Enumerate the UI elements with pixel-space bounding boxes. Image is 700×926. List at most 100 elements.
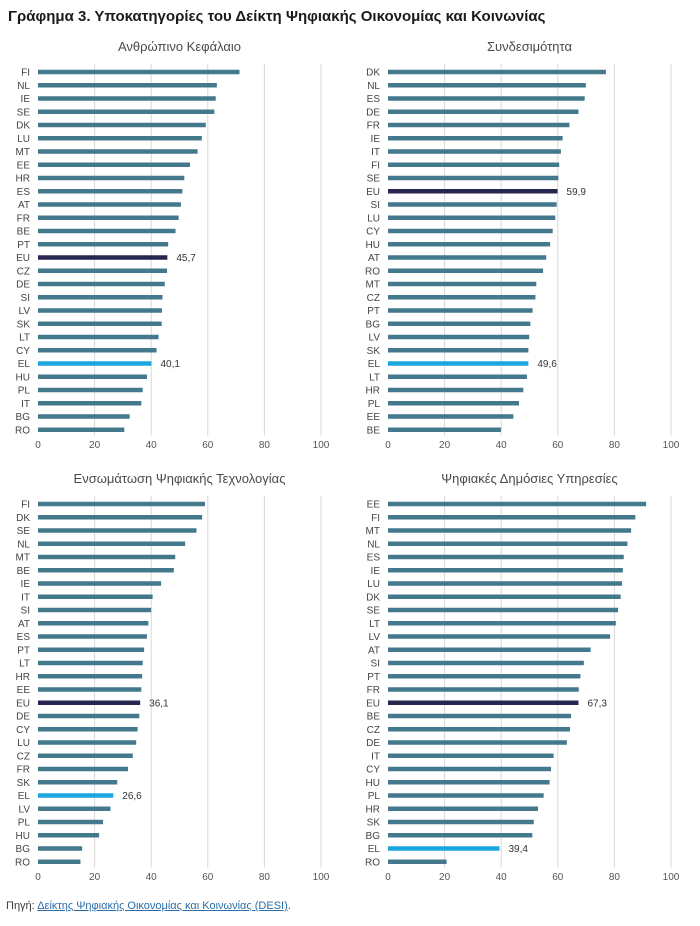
bar-be [38,568,174,573]
category-label: HU [16,831,30,842]
category-label: LT [19,333,30,344]
bar-nl [388,83,586,88]
category-label: HU [366,240,380,251]
bar-hr [38,175,185,181]
bar-dk [388,69,606,75]
x-tick-label: 20 [439,872,451,883]
x-tick-label: 0 [385,872,391,883]
bar-mt [38,554,176,560]
category-label: RO [15,425,30,436]
x-tick-label: 40 [146,440,158,451]
x-tick-label: 20 [89,872,101,883]
category-label: EL [18,359,31,370]
bar-fr [38,215,179,220]
source-suffix: . [287,900,291,912]
category-label: IT [371,147,380,158]
bar-mt [388,528,632,533]
category-label: RO [15,857,30,868]
bar-pl [388,401,520,406]
bar-de [38,713,140,719]
x-tick-label: 80 [259,440,271,451]
category-label: EU [16,698,30,709]
category-label: AT [18,619,30,630]
category-label: IE [371,134,381,145]
category-label: BG [16,844,31,855]
bar-lu [38,136,202,141]
category-label: AT [368,253,380,264]
category-label: HR [16,174,30,185]
bar-ee [388,414,514,419]
category-label: CY [366,765,380,776]
category-label: EL [18,791,31,802]
category-label: IE [371,566,381,577]
category-label: SE [17,526,31,537]
x-tick-label: 60 [552,440,564,451]
bar-lv [38,806,111,811]
bar-ee [38,162,190,167]
category-label: LU [367,213,380,224]
bar-be [38,228,176,234]
bar-si [38,295,163,300]
chart-digital-technology-integration: Ενσωμάτωση Ψηφιακής Τεχνολογίας 0 20 40 60 80… [15,471,330,883]
category-label: BE [367,425,381,436]
category-label: FI [371,513,380,524]
category-label: RO [365,266,380,277]
x-tick-label: 60 [202,440,214,451]
bar-cz [38,753,133,758]
category-label: ES [17,187,31,198]
category-label: SE [17,107,31,118]
category-label: SE [367,606,381,617]
category-label: EE [367,412,381,423]
category-label: PL [368,791,381,802]
x-tick-label: 100 [663,872,680,883]
x-tick-label: 40 [496,872,508,883]
bar-pt [38,242,169,247]
source-link[interactable]: Δείκτης Ψηφιακής Οικονομίας και Κοινωνία… [37,900,288,912]
bar-eu [388,700,579,705]
category-label: HU [366,778,380,789]
category-label: AT [18,200,30,211]
bar-mt [388,281,537,287]
source-note: Πηγή: Δείκτης Ψηφιακής Οικονομίας και Κο… [6,900,291,912]
bar-es [388,554,624,560]
category-label: SK [17,319,31,330]
bar-cy [38,727,138,732]
bar-eu [388,189,558,194]
bar-bg [38,414,130,419]
bar-sk [388,819,534,825]
panel-title: Ψηφιακές Δημόσιες Υπηρεσίες [441,471,617,486]
bar-si [38,607,152,613]
category-label: BE [17,227,31,238]
bar-hr [38,674,143,679]
bar-el [388,846,500,851]
category-label: EU [366,187,380,198]
bar-ie [388,568,623,573]
category-label: EE [17,160,31,171]
bar-nl [38,541,186,546]
category-label: DK [366,68,380,79]
panel-title: Ανθρώπινο Κεφάλαιο [118,39,241,54]
bar-hr [388,387,524,393]
bar-ie [38,96,216,101]
bar-lv [388,334,530,340]
chart-human-capital: Ανθρώπινο Κεφάλαιο 0 20 40 60 80 100 FI NL IE SE DK… [15,39,330,451]
category-label: BE [17,566,31,577]
category-label: CY [16,346,30,357]
x-tick-label: 100 [313,440,330,451]
category-label: IE [21,94,31,105]
category-label: CZ [367,725,380,736]
category-label: PL [368,399,381,410]
category-label: LU [17,738,30,749]
bar-pl [388,793,544,798]
category-label: SI [371,659,380,670]
bar-lt [38,334,159,340]
bar-nl [38,83,217,88]
category-label: PT [17,240,30,251]
bar-bg [388,321,531,326]
x-tick-label: 20 [89,440,101,451]
bar-fr [388,687,579,692]
value-label-el: 26,6 [122,791,142,802]
category-label: SI [21,293,30,304]
value-label-eu: 36,1 [149,698,169,709]
category-label: BG [366,831,381,842]
